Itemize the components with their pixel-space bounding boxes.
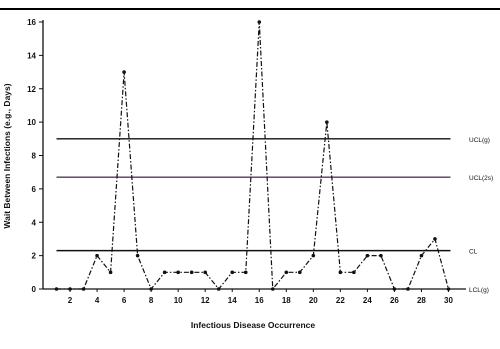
reference-line-label: UCL(g)	[469, 137, 490, 144]
data-point	[446, 287, 451, 291]
reference-lines-layer: UCL(g) UCL(2s) CL LCL(g)	[56, 137, 493, 294]
reference-line-label: LCL(g)	[469, 287, 489, 294]
y-tick-label: 8	[32, 152, 37, 161]
data-point	[176, 270, 180, 275]
series-layer	[54, 20, 451, 291]
data-point	[433, 237, 437, 241]
x-tick-label: 16	[255, 296, 264, 305]
x-tick-label: 2	[68, 296, 73, 305]
y-tick-label: 14	[27, 51, 36, 60]
data-point	[54, 287, 59, 291]
data-point	[257, 20, 262, 24]
data-point	[108, 270, 113, 275]
x-tick-label: 14	[228, 296, 237, 305]
x-axis-label: Infectious Disease Occurrence	[191, 320, 316, 330]
data-point	[216, 287, 221, 291]
data-point	[149, 287, 153, 291]
x-tick-label: 28	[417, 296, 426, 305]
data-point	[81, 287, 86, 291]
data-point	[298, 270, 302, 275]
x-tick-label: 26	[390, 296, 399, 305]
y-tick-label: 0	[32, 285, 37, 294]
data-point	[122, 70, 126, 74]
reference-line-label: CL	[469, 249, 478, 256]
x-tick-label: 30	[444, 296, 453, 305]
data-point	[338, 270, 343, 275]
x-tick-label: 4	[95, 296, 100, 305]
data-point	[284, 270, 289, 275]
y-tick-label: 4	[32, 218, 37, 227]
series-line	[56, 21, 450, 291]
data-point	[189, 270, 194, 275]
y-axis-label: Wait Between Infections (e.g., Days)	[2, 83, 12, 228]
x-tick-label: 20	[309, 296, 318, 305]
data-point	[68, 287, 72, 291]
y-tick-label: 12	[27, 85, 36, 94]
x-tick-label: 12	[201, 296, 210, 305]
x-tick-label: 8	[149, 296, 154, 305]
data-point	[230, 270, 235, 275]
top-rule	[0, 8, 500, 10]
data-point	[135, 253, 140, 258]
data-point	[311, 253, 316, 258]
labels-layer: Infectious Disease Occurrence Wait Betwe…	[2, 83, 315, 330]
x-tick-label: 6	[122, 296, 127, 305]
y-tick-label: 10	[27, 118, 36, 127]
x-tick-label: 18	[282, 296, 291, 305]
data-point	[162, 270, 167, 275]
data-point	[406, 287, 410, 291]
y-tick-label: 16	[27, 18, 36, 27]
data-point	[352, 270, 356, 275]
data-point	[392, 287, 397, 291]
x-tick-label: 24	[363, 296, 372, 305]
reference-line-label: UCL(2s)	[469, 175, 493, 182]
data-point	[203, 270, 207, 275]
y-tick-label: 6	[32, 185, 37, 194]
data-point	[95, 253, 99, 258]
data-point	[419, 253, 424, 258]
data-point	[270, 287, 275, 291]
data-point	[379, 253, 383, 258]
data-point	[243, 270, 248, 275]
data-point	[365, 253, 370, 258]
x-tick-label: 10	[174, 296, 183, 305]
data-point	[325, 120, 329, 124]
y-tick-label: 2	[32, 252, 37, 261]
x-tick-label: 22	[336, 296, 345, 305]
